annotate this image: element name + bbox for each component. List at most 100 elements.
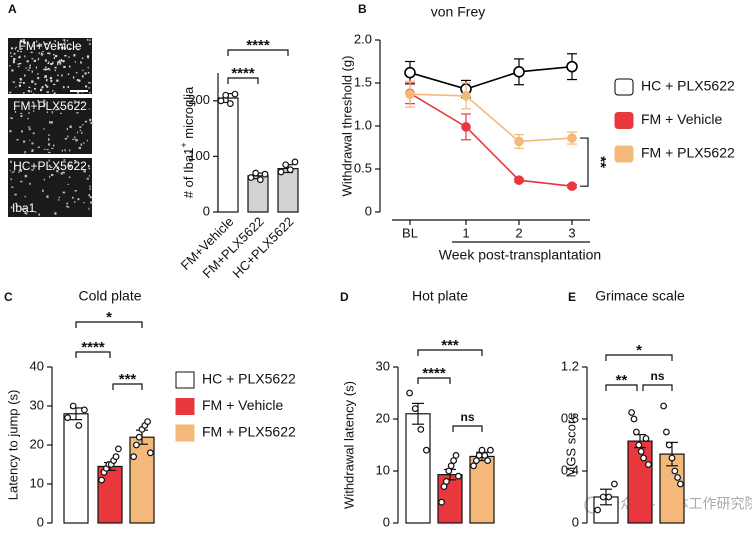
speck	[74, 190, 77, 192]
speck	[38, 213, 41, 216]
speck	[60, 60, 64, 62]
data-point	[222, 91, 230, 99]
series-marker	[514, 175, 524, 185]
speck	[52, 89, 54, 92]
speck	[55, 108, 58, 111]
data-point	[455, 472, 462, 480]
micrographs	[8, 38, 93, 217]
speck	[54, 40, 56, 42]
chart-title: Grimace scale	[595, 288, 685, 304]
micrograph	[8, 38, 92, 94]
y-tick-label: 1.0	[354, 117, 372, 132]
speck	[64, 149, 66, 152]
speck	[37, 146, 40, 148]
speck	[37, 99, 39, 103]
speck	[23, 140, 26, 143]
speck	[58, 196, 60, 199]
speck	[9, 170, 11, 172]
speck	[66, 206, 70, 208]
speck	[89, 188, 91, 190]
data-point	[637, 448, 645, 455]
data-point	[80, 406, 88, 414]
speck	[31, 80, 34, 83]
series-marker	[567, 181, 577, 191]
speck	[10, 52, 12, 54]
speck	[27, 90, 30, 92]
speck	[36, 44, 39, 46]
speck	[54, 212, 57, 215]
y-tick-label: 20	[376, 410, 390, 425]
y-tick-label: 0	[37, 514, 44, 529]
speck	[48, 61, 50, 64]
speck	[72, 76, 75, 79]
y-tick-label: 1.5	[354, 74, 372, 89]
speck	[15, 204, 18, 207]
speck	[30, 51, 33, 53]
data-point	[406, 389, 414, 397]
data-point	[252, 169, 260, 177]
speck	[79, 126, 82, 128]
speck	[16, 50, 20, 52]
speck	[59, 59, 61, 61]
speck	[42, 189, 44, 192]
y-tick-label: 0	[365, 203, 372, 218]
speck	[50, 166, 53, 168]
bar	[97, 465, 123, 524]
micrograph-label: FM+PLX5622	[13, 99, 87, 113]
speck	[58, 60, 61, 63]
speck	[63, 47, 66, 49]
speck	[48, 164, 51, 168]
series-line	[409, 92, 573, 187]
series-marker	[566, 60, 578, 73]
speck	[67, 135, 69, 138]
speck	[38, 52, 40, 54]
speck	[48, 143, 51, 146]
speck	[76, 92, 80, 94]
speck	[45, 85, 48, 87]
speck	[11, 47, 14, 50]
speck	[80, 61, 82, 64]
speck	[81, 101, 84, 103]
speck	[89, 118, 92, 122]
significance-bracket	[75, 351, 111, 358]
speck	[49, 175, 51, 178]
speck	[22, 81, 25, 84]
speck	[19, 39, 23, 42]
speck	[68, 165, 72, 168]
series-marker	[404, 66, 416, 79]
speck	[44, 148, 46, 150]
significance-bracket	[605, 354, 673, 361]
speck	[34, 83, 37, 85]
data-point	[642, 435, 650, 442]
speck	[21, 131, 23, 133]
data-point	[130, 453, 138, 461]
y-tick-label: 0.5	[354, 160, 372, 175]
speck	[32, 132, 35, 135]
speck	[50, 62, 53, 66]
speck	[18, 84, 22, 87]
speck	[21, 48, 23, 50]
speck	[88, 82, 91, 84]
speck	[45, 68, 47, 71]
y-axis-label-part: # of Iba1	[181, 148, 196, 199]
speck	[81, 166, 83, 168]
speck	[19, 169, 23, 172]
speck	[46, 149, 49, 151]
data-point	[611, 480, 618, 488]
speck	[14, 110, 17, 113]
speck	[78, 147, 81, 150]
speck	[88, 108, 91, 110]
speck	[26, 60, 29, 63]
speck	[29, 65, 31, 67]
significance-label: ***	[119, 371, 137, 388]
speck	[24, 151, 26, 154]
x-tick-label: 3	[568, 225, 575, 240]
chart-title: Hot plate	[412, 288, 468, 304]
speck	[90, 122, 93, 124]
speck	[63, 39, 66, 42]
speck	[53, 83, 56, 86]
y-axis-label: Withdrawal latency (s)	[341, 381, 356, 509]
speck	[69, 65, 71, 68]
speck	[31, 150, 33, 153]
data-point	[256, 176, 264, 184]
